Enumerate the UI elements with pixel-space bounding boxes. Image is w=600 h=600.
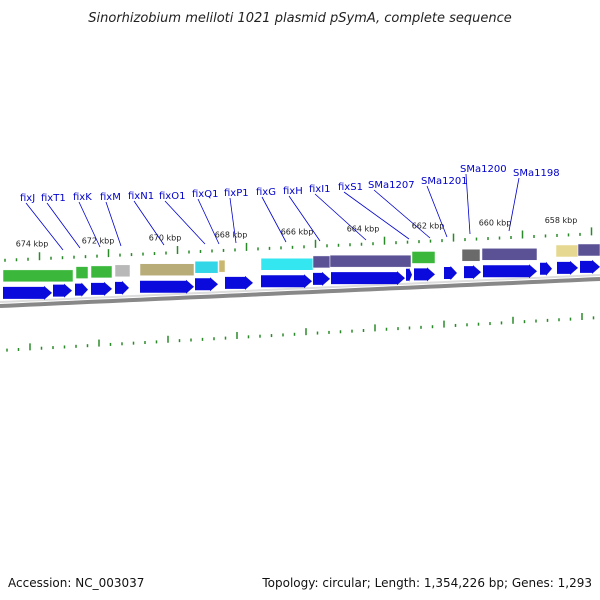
ruler-tick-label: 660 kbp	[479, 219, 512, 228]
cds-arrow	[91, 281, 112, 296]
lower-ruler-ticks	[6, 312, 595, 352]
cds-arrow	[406, 267, 412, 282]
gene-label: SMa1207	[368, 180, 415, 191]
gene-label-leader	[426, 185, 448, 238]
cds-arrow	[313, 271, 330, 286]
feature-block	[555, 244, 579, 258]
ruler-tick-label: 674 kbp	[16, 240, 49, 249]
gene-label-leader	[465, 173, 471, 235]
feature-track	[2, 243, 600, 283]
gene-label: SMa1198	[513, 168, 560, 179]
cds-arrow	[3, 285, 52, 300]
feature-block	[312, 255, 331, 269]
cds-arrow	[331, 271, 405, 286]
cds-arrow	[540, 261, 552, 276]
ruler-tick-label: 668 kbp	[215, 231, 248, 240]
gene-label: fixP1	[224, 188, 249, 199]
feature-block	[411, 251, 436, 264]
gene-label-leader	[373, 189, 431, 239]
cds-arrow	[115, 280, 129, 295]
ruler-tick-label: 664 kbp	[347, 225, 380, 234]
cds-arrow	[140, 279, 194, 294]
feature-block	[481, 248, 538, 261]
cds-track	[3, 259, 600, 300]
feature-block	[260, 258, 314, 271]
backbone-outer	[0, 277, 600, 308]
ruler-ticks	[4, 227, 593, 262]
cds-arrow	[225, 275, 253, 290]
gene-label-leader	[78, 201, 101, 248]
gene-label: fixT1	[41, 193, 66, 204]
cds-arrow	[483, 264, 537, 279]
gene-label-leader	[164, 200, 206, 245]
cds-arrow	[444, 266, 457, 281]
feature-block	[2, 269, 74, 283]
ruler-tick-label: 658 kbp	[545, 216, 578, 225]
cds-arrow	[261, 274, 312, 289]
backbone-inner	[0, 274, 600, 303]
gene-label-leader	[197, 198, 220, 245]
cds-arrow	[580, 259, 600, 274]
gene-label-leader	[288, 195, 321, 242]
gene-label-leader	[46, 202, 81, 249]
gene-label: fixG	[256, 187, 276, 198]
gene-label: fixH	[283, 186, 303, 197]
gene-label: fixQ1	[192, 189, 218, 200]
gene-label: fixO1	[159, 191, 185, 202]
gene-label-leader	[133, 200, 165, 246]
ruler-tick-label: 670 kbp	[149, 234, 182, 243]
accession-text: Accession: NC_003037	[8, 576, 144, 590]
gene-label-leader	[261, 196, 287, 243]
gene-label: fixI1	[309, 184, 331, 195]
cds-arrow	[75, 282, 88, 297]
gene-label-leader	[508, 177, 520, 232]
map-title: Sinorhizobium meliloti 1021 plasmid pSym…	[88, 11, 511, 26]
gene-label-leader	[25, 202, 64, 251]
summary-text: Topology: circular; Length: 1,354,226 bp…	[261, 576, 592, 590]
gene-label: fixM	[100, 192, 121, 203]
cds-arrow	[464, 265, 481, 280]
gene-label-leader	[343, 191, 410, 240]
feature-block	[75, 266, 89, 279]
gene-label-leader	[314, 193, 367, 241]
gene-label: SMa1201	[421, 176, 468, 187]
ruler-tick-label: 666 kbp	[281, 228, 314, 237]
cds-arrow	[557, 260, 578, 275]
feature-block	[90, 265, 113, 279]
feature-block	[577, 243, 600, 257]
gene-label: fixJ	[20, 193, 35, 204]
cds-arrow	[53, 283, 72, 298]
backbone	[0, 274, 600, 308]
gene-labels: fixJ fixT1 fixK fixM fixN1 fixO1 fixQ1 fixP1 fix…	[20, 164, 560, 251]
feature-block	[114, 264, 131, 278]
feature-block	[329, 254, 412, 268]
gene-label: fixS1	[338, 182, 363, 193]
feature-block	[461, 248, 481, 262]
feature-block	[139, 263, 195, 276]
gene-label: fixN1	[128, 191, 154, 202]
gene-label: fixK	[73, 192, 92, 203]
gene-label: SMa1200	[460, 164, 507, 175]
gene-label-leader	[229, 197, 237, 244]
ruler-tick-label: 662 kbp	[412, 222, 445, 231]
cds-arrow	[195, 277, 218, 292]
ruler-tick-label: 672 kbp	[82, 237, 115, 246]
gene-label-leader	[105, 201, 122, 247]
feature-block	[218, 259, 226, 273]
cds-arrow	[414, 267, 435, 282]
ruler-tick-labels: 674 kbp 672 kbp 670 kbp 668 kbp 666 kbp 664 k…	[16, 216, 578, 249]
feature-block	[194, 260, 219, 274]
